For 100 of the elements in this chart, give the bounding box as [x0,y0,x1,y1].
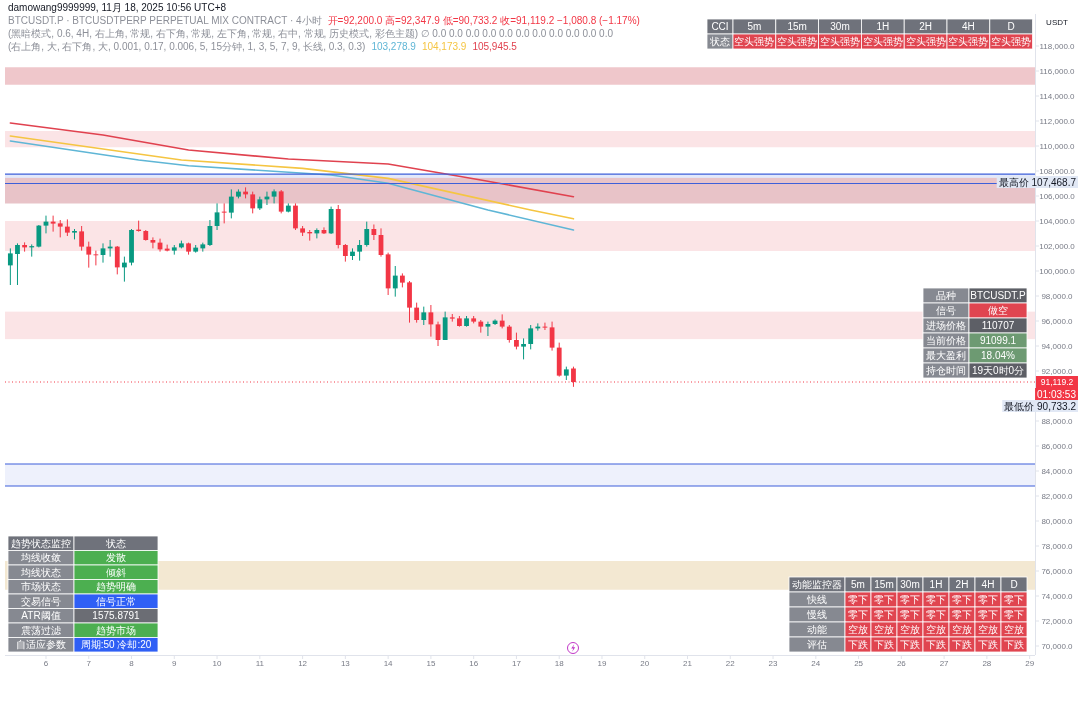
y-tick-label: 96,000.0 [1041,317,1074,326]
category-label: 状态 [105,537,126,549]
x-tick-label: 20 [640,659,650,668]
x-tick-label: 6 [43,659,49,668]
category-label: 30m [900,579,920,591]
text: 91099.1 [979,335,1017,347]
y-tick-label: 116,000.0 [1039,67,1076,76]
y-tick-label: 80,000.0 [1041,517,1074,526]
text: 零下 [848,594,868,606]
y-tick-label: 114,000.0 [1039,92,1076,101]
y-tick-label: 74,000.0 [1041,592,1074,601]
y-tick-label: 82,000.0 [1041,492,1074,501]
text: 零下 [1004,594,1024,606]
x-tick-label: 13 [340,659,351,668]
text: 下跌 [848,639,868,651]
category-label: 最大盈利 [926,350,966,362]
text: 下跌 [952,639,972,651]
x-tick-label: 24 [811,659,821,668]
category-label: 交易信号 [21,595,61,607]
text: 零下 [952,609,972,621]
category-label: 1H [929,579,943,591]
text: 空放 [848,624,868,636]
y-tick-label: 102,000.0 [1039,242,1076,251]
x-tick-label: 22 [725,659,736,668]
x-tick-label: 21 [683,659,693,668]
category-label: 2H [919,21,932,33]
category-label: 均线收敛 [21,552,61,564]
text: CCI [711,21,729,33]
text: 零下 [900,609,920,621]
text: 零下 [874,594,894,606]
annotation: (黑暗模式, 0.6, 4H, 右上角, 常规, 右下角, 常规, 左下角, 常规, 右中, 常规, 历史模式, 彩色主题) ∅ 0.0 0.0 0.0 0.0 0.0 0.0 0.0 0.0 0.0 0.0 0.0 [8,28,614,39]
y-axis-title: USDT [1046,18,1068,27]
category-label: 品种 [936,290,956,302]
text: 103,278.9 [371,41,417,52]
y-tick-label: 118,000.0 [1039,42,1076,51]
y-tick-label: 92,000.0 [1041,367,1074,376]
text: 零下 [926,594,946,606]
category-label: 5m [851,579,865,591]
x-tick-label: 25 [854,659,864,668]
text: 零下 [978,609,998,621]
category-label: 进场价格 [926,320,966,332]
text: 信号正常 [96,595,136,607]
text: 周期:50 冷却:20 [80,639,152,651]
y-tick-label: 110,000.0 [1039,142,1076,151]
text: 零下 [1004,609,1024,621]
x-tick-label: 29 [1025,659,1035,668]
text: damowang9999999, 11月 18, 2025 10:56 UTC+8 [8,2,227,13]
category-label: 4H [962,21,975,33]
x-tick-label: 9 [172,659,178,668]
y-tick-label: 72,000.0 [1041,617,1074,626]
y-tick-label: 76,000.0 [1041,567,1074,576]
text: 下跌 [874,639,894,651]
x-tick-label: 28 [982,659,992,668]
chart-title: BTCUSDT.P · BTCUSDTPERP PERPETUAL MIX CONTRACT · 4小时 [8,15,322,26]
category-label: 动能 [807,624,827,636]
category-label: D [1010,579,1018,591]
y-tick-label: 104,000.0 [1039,217,1076,226]
x-tick-label: 19 [597,659,607,668]
x-tick-label: 26 [896,659,907,668]
x-tick-label: 7 [86,659,92,668]
text: 下跌 [978,639,998,651]
text: 下跌 [900,639,920,651]
text: 发散 [106,552,126,564]
text: 空放 [1004,624,1024,636]
y-tick-label: 100,000.0 [1039,267,1076,276]
x-tick-label: 12 [298,659,308,668]
text: 下跌 [926,639,946,651]
y-tick-label: 88,000.0 [1041,417,1074,426]
category-label: 评估 [807,639,827,651]
text: 零下 [900,594,920,606]
category-label: 快线 [807,594,827,606]
category-label: 信号 [936,305,956,317]
x-tick-label: 23 [768,659,779,668]
text: 趋势市场 [96,624,136,636]
y-tick-label: 98,000.0 [1041,292,1074,301]
text: 1575.8791 [92,610,140,622]
x-tick-label: 27 [939,659,950,668]
y-tick-label: 84,000.0 [1041,467,1074,476]
category-label: 持仓时间 [926,365,966,377]
text: 空放 [900,624,920,636]
category-label: 状态 [710,36,730,48]
text: 下跌 [1004,639,1024,651]
x-tick-label: 8 [129,659,135,668]
x-tick-label: 15 [426,659,436,668]
y-tick-label: 70,000.0 [1041,642,1074,651]
annotation: (右上角, 大, 右下角, 大, 0.001, 0.17, 0.006, 5, 15分钟, 1, 3, 5, 7, 9, 长线, 0.3, 0.3) [8,41,366,52]
x-tick-label: 17 [511,659,522,668]
category-label: 2H [955,579,969,591]
y-tick-label: 106,000.0 [1039,192,1076,201]
x-tick-label: 11 [255,659,265,668]
category-label: 30m [830,21,850,33]
text: 零下 [874,609,894,621]
y-tick-label: 108,000.0 [1039,167,1076,176]
category-label: 4H [981,579,995,591]
category-label: 震荡过滤 [21,624,61,636]
x-tick-label: 10 [212,659,223,668]
text: 趋势状态监控 [11,537,71,549]
text: 104,173.9 [421,41,467,52]
category-label: 自适应参数 [16,639,66,651]
y-tick-label: 112,000.0 [1039,117,1076,126]
